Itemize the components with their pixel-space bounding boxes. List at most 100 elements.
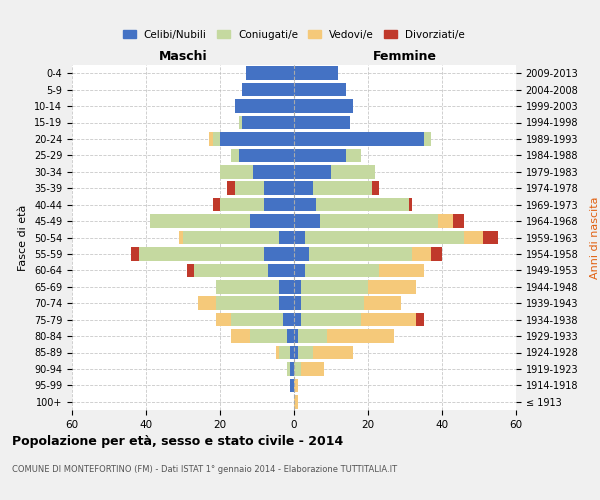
Bar xyxy=(438,214,453,228)
Bar xyxy=(294,83,346,96)
Bar xyxy=(316,198,409,211)
Bar xyxy=(294,362,301,376)
Bar xyxy=(231,330,250,343)
Bar xyxy=(294,66,338,80)
Bar xyxy=(372,182,379,195)
Bar xyxy=(212,198,220,211)
Bar xyxy=(209,132,212,145)
Bar xyxy=(253,165,294,178)
Bar xyxy=(298,330,328,343)
Bar xyxy=(283,313,294,326)
Bar xyxy=(235,100,294,113)
Bar xyxy=(265,182,294,195)
Bar xyxy=(464,231,482,244)
Bar xyxy=(216,280,279,293)
Bar xyxy=(294,198,316,211)
Bar xyxy=(412,247,431,260)
Text: Maschi: Maschi xyxy=(158,50,208,64)
Bar xyxy=(139,247,265,260)
Bar xyxy=(242,83,294,96)
Bar xyxy=(246,66,294,80)
Bar xyxy=(416,313,424,326)
Bar xyxy=(235,182,265,195)
Bar xyxy=(379,264,424,277)
Legend: Celibi/Nubili, Coniugati/e, Vedovi/e, Divorziati/e: Celibi/Nubili, Coniugati/e, Vedovi/e, Di… xyxy=(119,26,469,44)
Bar xyxy=(294,395,298,408)
Bar xyxy=(294,165,331,178)
Bar xyxy=(131,247,139,260)
Bar xyxy=(294,148,346,162)
Bar xyxy=(305,264,379,277)
Bar xyxy=(431,247,442,260)
Bar xyxy=(216,313,231,326)
Bar xyxy=(294,346,298,359)
Bar xyxy=(287,362,290,376)
Bar xyxy=(279,346,290,359)
Bar xyxy=(279,231,294,244)
Bar xyxy=(294,116,349,129)
Bar xyxy=(216,296,279,310)
Bar xyxy=(220,198,265,211)
Bar xyxy=(250,214,294,228)
Bar xyxy=(294,132,424,145)
Bar xyxy=(290,346,294,359)
Bar xyxy=(298,346,313,359)
Bar xyxy=(305,231,464,244)
Bar xyxy=(364,296,401,310)
Bar xyxy=(287,330,294,343)
Text: COMUNE DI MONTEFORTINO (FM) - Dati ISTAT 1° gennaio 2014 - Elaborazione TUTTITAL: COMUNE DI MONTEFORTINO (FM) - Dati ISTAT… xyxy=(12,465,397,474)
Bar xyxy=(231,148,239,162)
Bar xyxy=(346,148,361,162)
Bar xyxy=(220,165,253,178)
Bar xyxy=(294,313,301,326)
Bar xyxy=(294,100,353,113)
Y-axis label: Anni di nascita: Anni di nascita xyxy=(590,196,599,279)
Bar xyxy=(301,280,368,293)
Bar xyxy=(294,378,298,392)
Bar xyxy=(250,330,287,343)
Text: Popolazione per età, sesso e stato civile - 2014: Popolazione per età, sesso e stato civil… xyxy=(12,435,343,448)
Bar xyxy=(331,165,376,178)
Bar xyxy=(227,182,235,195)
Bar xyxy=(309,247,412,260)
Bar xyxy=(212,132,220,145)
Bar xyxy=(239,148,294,162)
Bar xyxy=(482,231,497,244)
Bar xyxy=(301,362,323,376)
Bar xyxy=(294,330,298,343)
Bar xyxy=(328,330,394,343)
Bar xyxy=(294,264,305,277)
Bar xyxy=(409,198,412,211)
Bar xyxy=(183,231,279,244)
Bar xyxy=(268,264,294,277)
Bar xyxy=(453,214,464,228)
Text: Femmine: Femmine xyxy=(373,50,437,64)
Bar xyxy=(279,296,294,310)
Bar xyxy=(179,231,183,244)
Bar xyxy=(294,231,305,244)
Bar xyxy=(150,214,250,228)
Bar xyxy=(361,313,416,326)
Bar xyxy=(294,214,320,228)
Bar xyxy=(294,182,313,195)
Bar xyxy=(275,346,279,359)
Bar xyxy=(265,198,294,211)
Bar xyxy=(194,264,268,277)
Bar xyxy=(313,182,372,195)
Bar xyxy=(220,132,294,145)
Bar xyxy=(279,280,294,293)
Bar xyxy=(320,214,438,228)
Bar xyxy=(187,264,194,277)
Bar xyxy=(265,247,294,260)
Bar xyxy=(313,346,353,359)
Bar xyxy=(231,313,283,326)
Bar xyxy=(239,116,242,129)
Bar xyxy=(242,116,294,129)
Y-axis label: Fasce di età: Fasce di età xyxy=(19,204,28,270)
Bar xyxy=(368,280,416,293)
Bar xyxy=(294,280,301,293)
Bar xyxy=(294,247,309,260)
Bar xyxy=(301,296,364,310)
Bar xyxy=(424,132,431,145)
Bar xyxy=(290,378,294,392)
